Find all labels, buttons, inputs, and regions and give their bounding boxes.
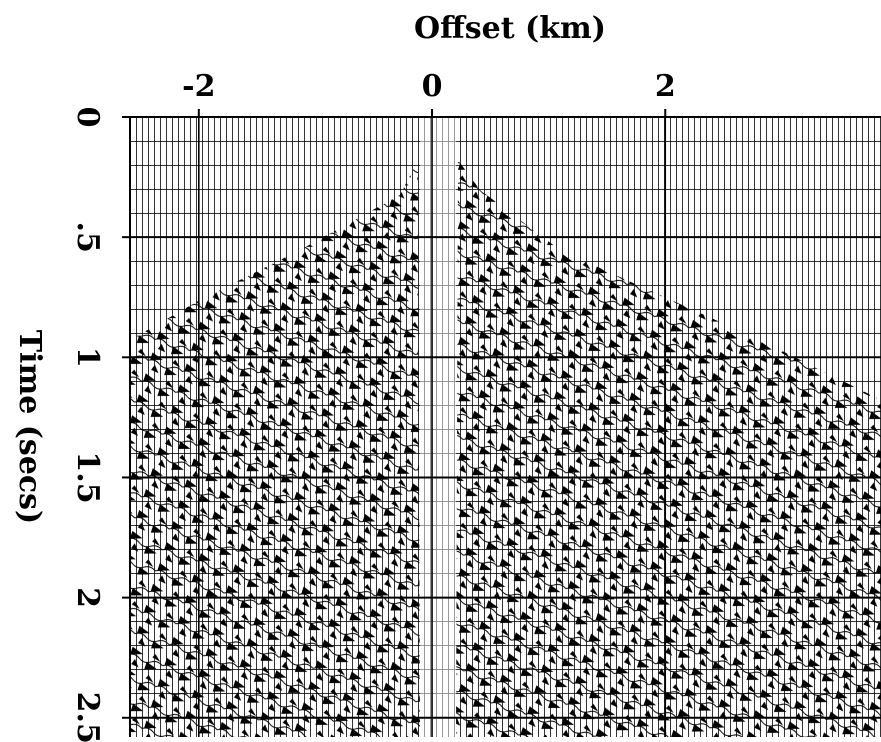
near-offset-gap	[420, 117, 456, 737]
x-tick-label: 2	[655, 69, 676, 104]
y-tick-label: 2.5	[70, 692, 105, 742]
x-axis-title: Offset (km)	[414, 11, 606, 46]
y-tick-label: 1	[70, 347, 105, 368]
axes: -2 0 2 0 .5 1 1.5 2 2.5	[70, 69, 881, 742]
y-tick-label: 0	[70, 107, 105, 128]
y-tick-label: 1.5	[70, 451, 105, 503]
y-tick-label: .5	[70, 221, 105, 252]
y-tick-label: 2	[70, 587, 105, 608]
x-tick-label: -2	[182, 69, 215, 104]
x-tick-label: 0	[422, 69, 443, 104]
y-axis-title: Time (secs)	[12, 330, 47, 525]
